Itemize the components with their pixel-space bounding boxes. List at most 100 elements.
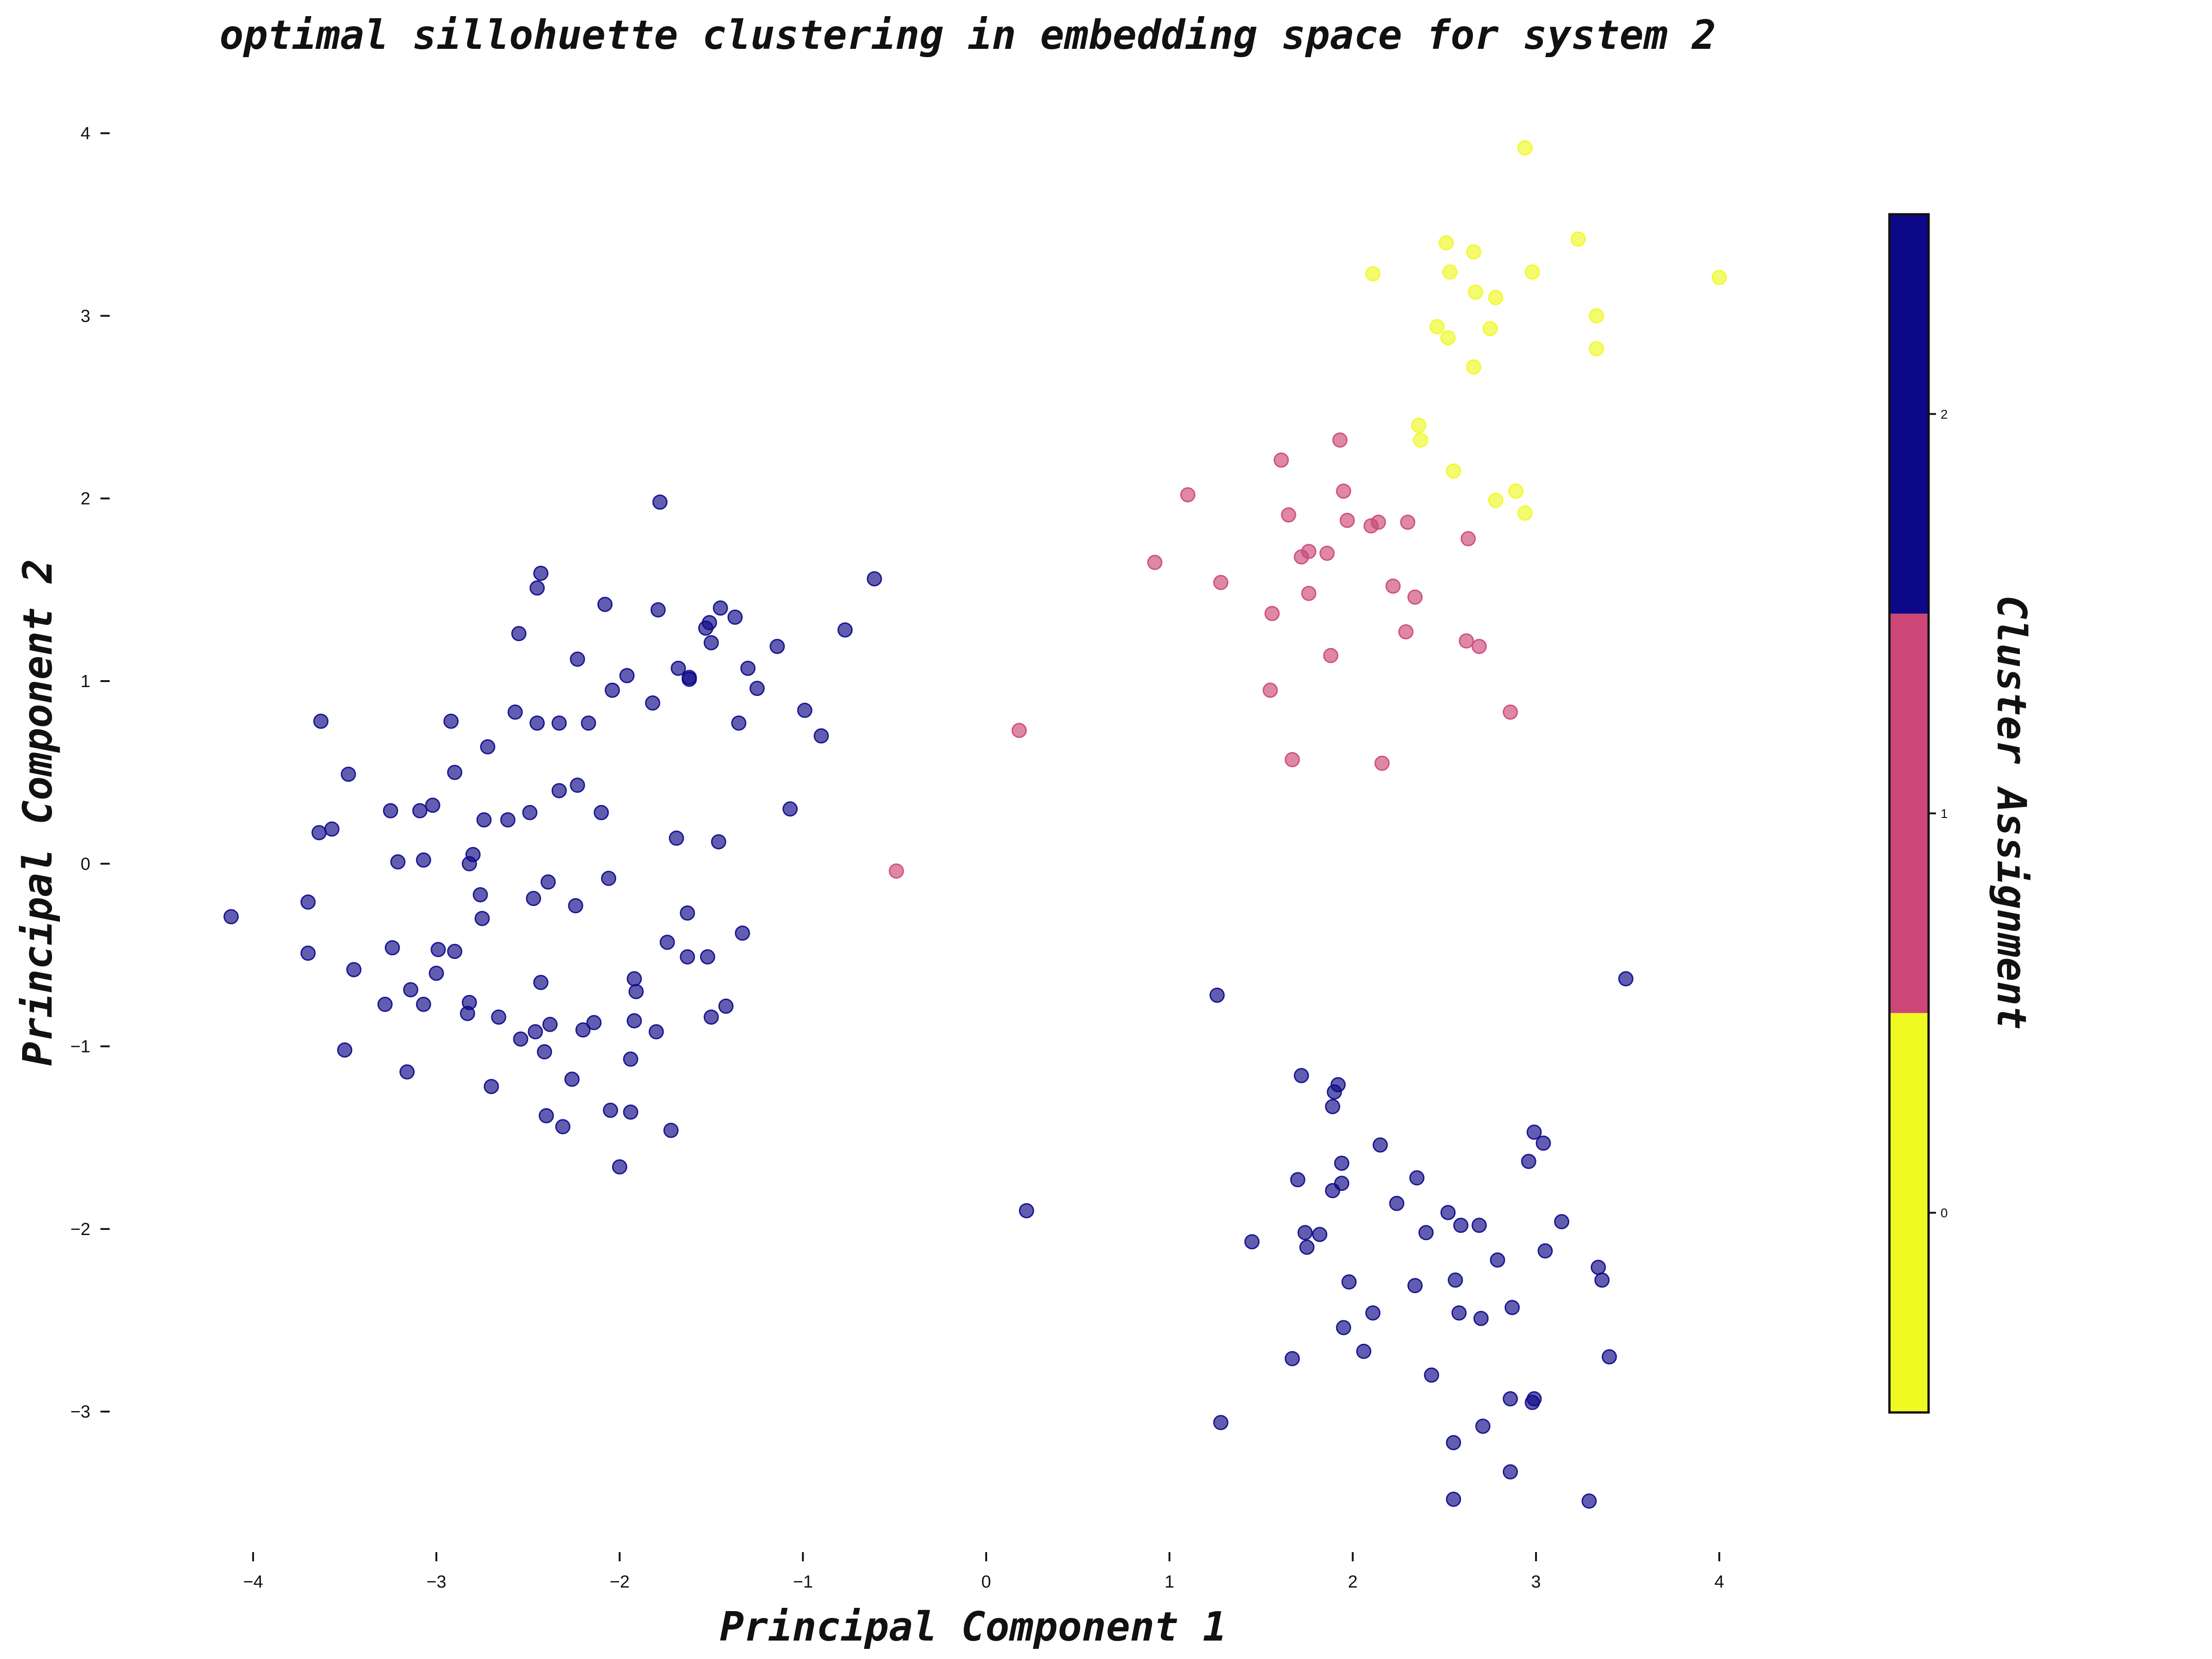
data-point	[1365, 1305, 1381, 1321]
data-point	[1281, 507, 1296, 523]
data-point	[605, 682, 620, 698]
data-point	[1336, 1320, 1351, 1335]
colorbar-tick-label: 0	[1941, 1206, 1948, 1220]
data-point	[568, 898, 583, 913]
data-point	[522, 805, 538, 820]
data-point	[682, 670, 697, 685]
data-point	[712, 600, 728, 616]
data-point	[837, 622, 853, 638]
data-point	[1334, 1155, 1349, 1171]
data-point	[1244, 1234, 1260, 1250]
data-point	[575, 1022, 591, 1038]
data-point	[612, 1159, 628, 1175]
x-tick-label: 1	[1165, 1572, 1174, 1592]
y-tick-label: 0	[81, 854, 90, 874]
data-point	[1264, 606, 1280, 621]
data-point	[1517, 505, 1533, 521]
y-tick-label: −3	[71, 1402, 90, 1422]
data-point	[551, 715, 567, 731]
data-point	[447, 944, 463, 959]
x-axis-label: Principal Component 1	[720, 1603, 1227, 1650]
data-point	[1471, 1218, 1487, 1233]
y-axis: −3 −2 −1 0 1 2 3 4	[71, 124, 110, 1422]
data-point	[1363, 518, 1379, 534]
data-point	[1413, 432, 1429, 448]
data-point	[813, 728, 829, 744]
data-point	[1012, 723, 1027, 738]
data-point	[474, 911, 490, 926]
x-tick-label: −1	[793, 1572, 813, 1592]
data-point	[1601, 1349, 1617, 1365]
data-point	[529, 715, 545, 731]
data-point	[500, 812, 516, 828]
x-tick-label: 0	[981, 1572, 991, 1592]
data-point	[770, 639, 785, 654]
data-point	[1468, 284, 1483, 300]
data-point	[1554, 1214, 1570, 1230]
data-point	[888, 863, 904, 879]
data-point	[1502, 1391, 1518, 1406]
data-point	[462, 856, 477, 871]
data-point	[603, 1102, 618, 1118]
data-point	[1213, 575, 1229, 590]
y-tick-label: −1	[71, 1037, 90, 1057]
data-point	[749, 681, 765, 696]
data-point	[1475, 1418, 1491, 1434]
data-point	[1483, 321, 1498, 336]
data-point	[528, 1024, 543, 1040]
data-point	[1372, 1137, 1388, 1153]
data-point	[626, 971, 642, 987]
data-point	[526, 891, 541, 906]
data-point	[1466, 244, 1482, 260]
data-point	[430, 942, 446, 957]
data-point	[416, 852, 431, 868]
data-point	[491, 1009, 506, 1025]
data-point	[1429, 319, 1445, 335]
data-point	[1446, 463, 1461, 479]
data-point	[1460, 531, 1476, 547]
data-point	[1526, 1124, 1542, 1140]
data-point	[1537, 1243, 1553, 1259]
data-point	[1284, 752, 1300, 767]
data-point	[1588, 341, 1604, 357]
data-point	[1299, 1240, 1315, 1255]
data-point	[1504, 1300, 1520, 1315]
data-point	[1447, 1272, 1463, 1288]
data-point	[1290, 1172, 1306, 1188]
data-point	[1466, 359, 1482, 375]
x-tick-label: 4	[1714, 1572, 1724, 1592]
data-point	[1301, 586, 1317, 601]
data-point	[403, 982, 418, 998]
data-point	[731, 715, 747, 731]
data-point	[1312, 1227, 1328, 1242]
data-point	[390, 854, 406, 870]
data-point	[1588, 308, 1604, 324]
data-point	[623, 1051, 638, 1067]
data-point	[429, 965, 444, 981]
data-point	[623, 1104, 638, 1120]
data-point	[533, 565, 549, 581]
y-tick-label: 2	[81, 489, 90, 509]
data-point	[1325, 1099, 1341, 1114]
data-point	[1517, 140, 1533, 156]
data-point	[671, 660, 686, 676]
data-point	[1488, 493, 1504, 508]
data-point	[570, 651, 585, 667]
data-point	[1453, 1218, 1469, 1233]
x-tick-label: −2	[610, 1572, 629, 1592]
colorbar-tick-label: 2	[1941, 407, 1948, 421]
data-point	[1446, 1491, 1461, 1507]
data-point	[1284, 1351, 1300, 1366]
data-point	[663, 1123, 679, 1138]
data-point	[564, 1071, 580, 1087]
data-point	[570, 777, 585, 793]
y-tick-label: 3	[81, 306, 90, 326]
data-point	[1524, 264, 1540, 280]
data-point	[511, 626, 527, 641]
data-point	[594, 805, 609, 820]
data-point	[1407, 1278, 1423, 1294]
data-point	[1213, 1415, 1229, 1430]
data-point	[645, 695, 660, 711]
x-tick-label: 2	[1348, 1572, 1358, 1592]
data-point	[1490, 1252, 1506, 1268]
